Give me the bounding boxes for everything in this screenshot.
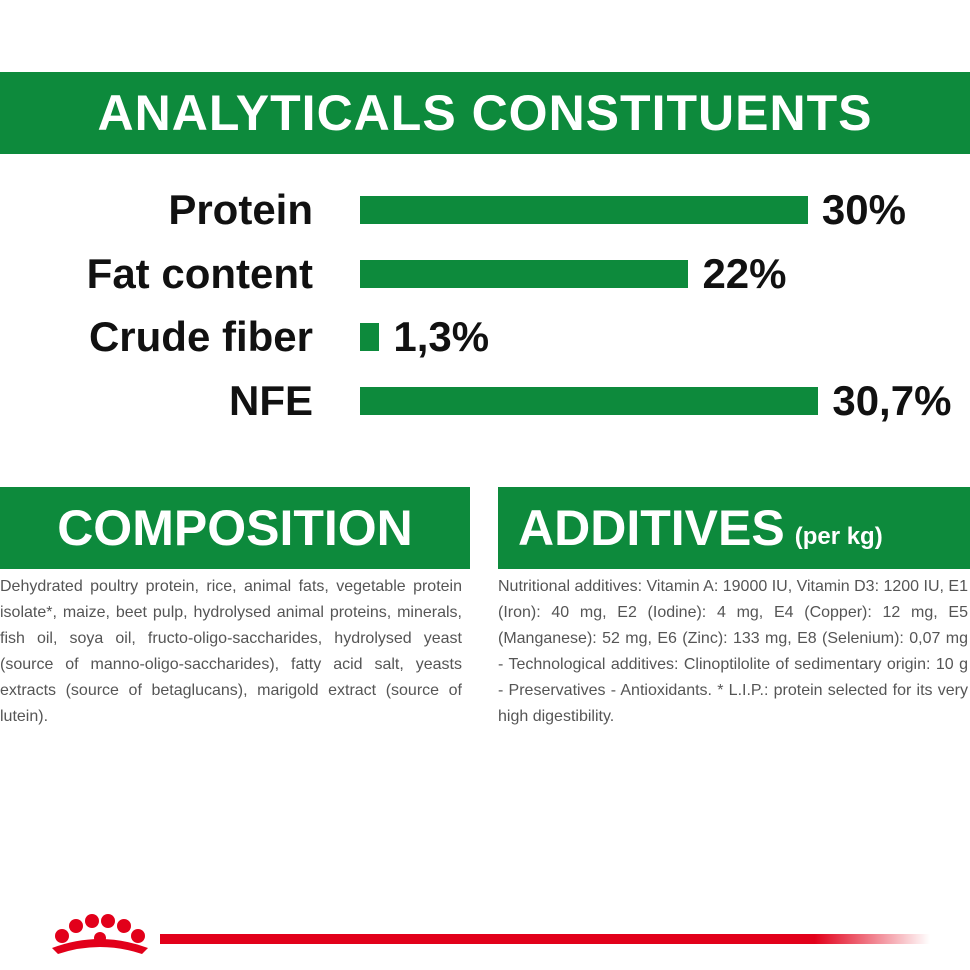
row-label: Fat content <box>86 249 313 297</box>
row-label: NFE <box>229 376 313 424</box>
footer <box>52 914 930 954</box>
value-label: 22% <box>702 249 787 297</box>
composition-header: COMPOSITION <box>0 487 470 569</box>
composition-title: COMPOSITION <box>57 500 413 556</box>
footer-line <box>160 934 930 944</box>
bar <box>360 386 819 415</box>
logo <box>52 914 148 954</box>
additives-text: Nutritional additives: Vitamin A: 19000 … <box>498 578 968 725</box>
bar <box>360 259 689 288</box>
bar <box>360 196 808 224</box>
row-label: Protein <box>168 186 313 233</box>
composition-text: Dehydrated poultry protein, rice, animal… <box>0 578 462 725</box>
additives-header: ADDITIVES (per kg) <box>498 487 970 569</box>
additives-title: ADDITIVES <box>518 500 785 556</box>
additives-subtitle: (per kg) <box>794 523 883 550</box>
row-label: Crude fiber <box>88 313 313 360</box>
value-label: 30,7% <box>832 376 952 424</box>
bar <box>360 323 380 351</box>
value-label: 30% <box>821 186 906 233</box>
analyticals-title: ANALYTICALS CONSTITUENTS <box>97 85 873 141</box>
analyticals-header: ANALYTICALS CONSTITUENTS <box>0 72 970 154</box>
value-label: 1,3% <box>393 313 490 360</box>
